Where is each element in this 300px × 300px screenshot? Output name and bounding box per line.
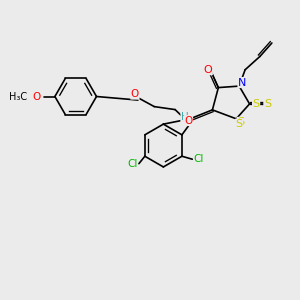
Text: O: O bbox=[184, 116, 193, 126]
Text: O: O bbox=[131, 89, 139, 99]
Text: Cl: Cl bbox=[127, 159, 137, 169]
Text: O: O bbox=[204, 65, 212, 75]
Text: H: H bbox=[181, 112, 189, 122]
Text: S: S bbox=[264, 99, 271, 109]
Text: S: S bbox=[237, 117, 244, 128]
Text: H₃C: H₃C bbox=[9, 92, 27, 101]
Text: Cl: Cl bbox=[194, 154, 204, 164]
Text: S: S bbox=[253, 99, 260, 109]
Text: O: O bbox=[32, 92, 40, 101]
Text: N: N bbox=[238, 77, 246, 88]
Text: S: S bbox=[236, 119, 243, 129]
